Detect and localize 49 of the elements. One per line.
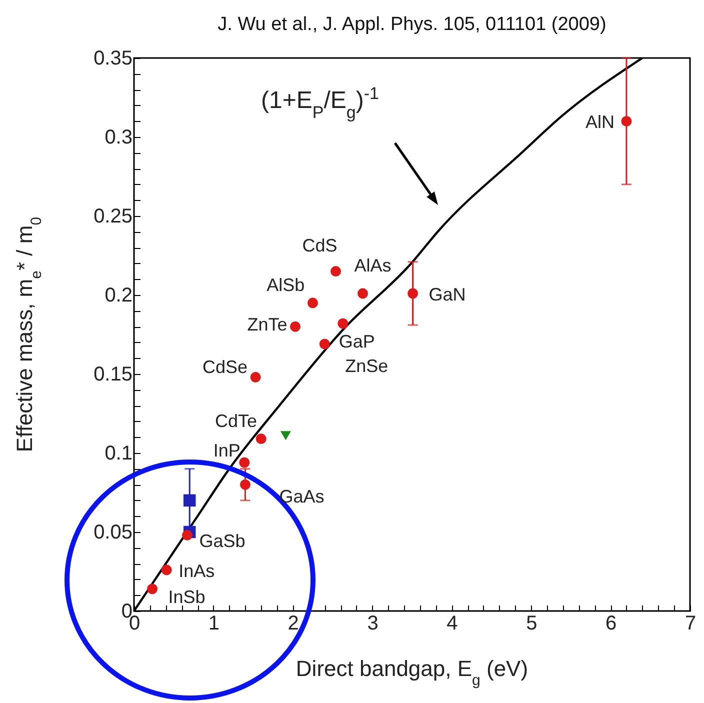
x-tick-label: 1 (208, 612, 220, 634)
annotation: CdTe (215, 410, 258, 431)
annotation: GaN (428, 284, 466, 304)
point (240, 479, 250, 490)
annotation: ZnTe (247, 314, 288, 335)
point (330, 266, 341, 277)
y-tick-label: 0.35 (94, 48, 132, 70)
y-tick-label: 0.15 (94, 364, 132, 386)
annotation: GaAs (279, 486, 324, 507)
point (621, 116, 632, 126)
x-tick-label: 7 (684, 612, 696, 634)
point (358, 288, 368, 299)
x-axis-title: Direct bandgap, E$_{g}$ (eV) (296, 656, 528, 688)
point (250, 372, 261, 382)
annotation: AlSb (266, 274, 305, 295)
x-tick-label: 5 (526, 612, 538, 634)
annotation: CdSe (202, 357, 248, 378)
y-tick-label: 0.1 (104, 442, 132, 464)
y-tick-label: 0.25 (94, 206, 132, 228)
point (182, 530, 192, 540)
point (319, 338, 330, 350)
annotation: GaSb (199, 531, 246, 552)
annotation: ZnSe (345, 356, 388, 376)
point (338, 318, 348, 329)
point (307, 298, 318, 308)
annotation: GaP (338, 331, 375, 352)
y-tick-label: 0.05 (94, 522, 132, 544)
chart-title: J. Wu et al., J. Appl. Phys. 105, 011101 (2009) (218, 14, 606, 35)
annotation: AlAs (354, 255, 392, 276)
x-tick-label: 3 (367, 612, 378, 634)
point (408, 288, 418, 299)
point (239, 457, 250, 468)
y-tick-label: 0.3 (104, 126, 132, 148)
x-tick-label: 4 (446, 612, 458, 634)
annotation: (1+E$_{P}$/E$_{g}$)$^{-1}$ (261, 84, 379, 122)
annotation: InAs (178, 560, 215, 581)
point (183, 494, 196, 507)
annotation: CdS (302, 235, 338, 256)
point (290, 321, 300, 332)
annotation: InP (213, 440, 240, 460)
annotation: InSb (168, 586, 206, 607)
point (147, 584, 158, 594)
point (161, 564, 172, 576)
point (280, 431, 291, 440)
x-tick-label: 6 (606, 612, 617, 634)
y-tick-label: 0.2 (104, 284, 132, 306)
x-tick-label: 2 (288, 612, 299, 634)
point (256, 434, 266, 444)
annotation: AlN (585, 112, 614, 132)
